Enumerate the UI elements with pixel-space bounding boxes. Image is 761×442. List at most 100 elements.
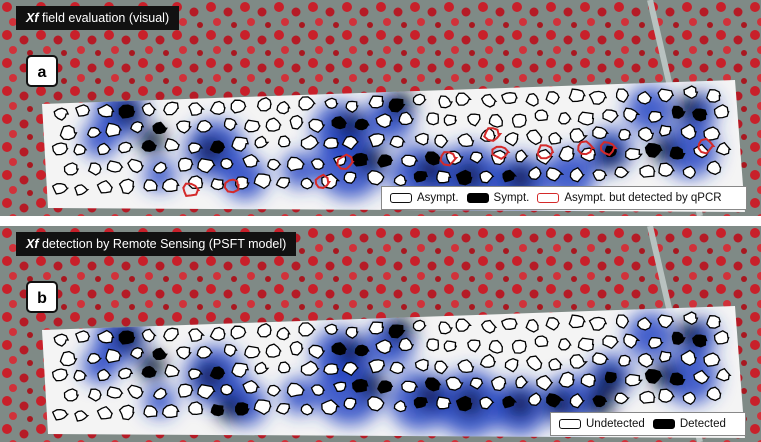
tree-crown bbox=[324, 97, 339, 109]
tree-crown bbox=[253, 399, 272, 416]
tree-crown bbox=[276, 100, 291, 115]
tree-crown bbox=[693, 369, 710, 385]
tree-crown bbox=[637, 316, 653, 331]
tree-crown bbox=[548, 357, 563, 371]
tree-crown bbox=[308, 118, 326, 134]
tree-crown bbox=[588, 90, 608, 105]
tree-crown bbox=[692, 108, 708, 122]
tree-crown bbox=[401, 380, 419, 394]
tree-crown bbox=[74, 104, 91, 117]
tree-crown bbox=[188, 328, 205, 342]
tree-crown bbox=[51, 182, 70, 195]
tree-crown bbox=[74, 184, 90, 196]
tree-crown bbox=[398, 111, 415, 126]
tree-crown bbox=[141, 102, 157, 117]
tree-crown bbox=[424, 377, 442, 392]
panel-a-title: Xf field evaluation (visual) bbox=[16, 6, 180, 30]
panel-a-title-italic: Xf bbox=[26, 11, 39, 25]
tree-crown bbox=[265, 117, 282, 132]
legend-label: Sympt. bbox=[493, 192, 530, 204]
tree-crown bbox=[73, 143, 88, 156]
tree-crown bbox=[375, 113, 393, 129]
tree-crown bbox=[298, 322, 316, 337]
heat-core bbox=[337, 338, 363, 364]
tree-crown bbox=[63, 388, 80, 402]
tree-crown bbox=[546, 167, 565, 182]
tree-crown bbox=[74, 330, 91, 343]
qpcr-crown bbox=[483, 127, 503, 142]
tree-crown bbox=[490, 375, 507, 392]
tree-crown bbox=[557, 338, 572, 351]
tree-crown bbox=[658, 350, 672, 363]
tree-crown bbox=[527, 392, 542, 406]
tree-crown bbox=[558, 371, 575, 388]
tree-crown bbox=[706, 315, 722, 329]
legend-item-undetected: Undetected bbox=[559, 418, 645, 430]
panel-a-letter: a bbox=[26, 55, 58, 87]
tree-crown bbox=[242, 153, 260, 168]
tree-crown bbox=[602, 335, 620, 350]
tree-crown bbox=[526, 355, 543, 372]
tree-crown bbox=[265, 343, 282, 358]
tree-crown bbox=[331, 342, 348, 356]
tree-crown bbox=[615, 88, 630, 103]
tree-crown bbox=[644, 142, 663, 158]
tree-crown bbox=[152, 121, 168, 135]
panel-b-legend: Undetected Detected bbox=[550, 412, 746, 436]
tree-crown bbox=[548, 131, 563, 145]
panel-b-title-italic: Xf bbox=[26, 237, 39, 251]
tree-crown bbox=[368, 359, 386, 374]
tree-crown bbox=[644, 368, 663, 384]
tree-crown bbox=[256, 96, 272, 112]
tree-crown bbox=[580, 373, 597, 388]
tree-crown bbox=[209, 140, 226, 154]
tree-crown bbox=[455, 318, 472, 332]
legend-item-qpcr: Asympt. but detected by qPCR bbox=[537, 192, 722, 204]
tree-crown bbox=[434, 360, 449, 375]
tree-crown bbox=[588, 316, 608, 331]
tree-crown bbox=[592, 352, 610, 366]
tree-crown bbox=[164, 138, 181, 152]
tree-crown bbox=[175, 346, 192, 360]
tree-crown bbox=[592, 169, 608, 182]
tree-crown bbox=[368, 133, 386, 148]
tree-crown bbox=[602, 109, 620, 124]
tree-crown bbox=[625, 373, 643, 387]
tree-crown bbox=[127, 384, 144, 400]
tree-crown bbox=[657, 314, 675, 329]
qpcr-crown bbox=[439, 151, 459, 167]
tree-crown bbox=[87, 388, 102, 402]
tree-crown bbox=[669, 146, 686, 160]
tree-crown bbox=[623, 333, 641, 349]
tree-crown bbox=[680, 349, 697, 367]
tree-crown bbox=[534, 109, 549, 122]
heat-core bbox=[359, 373, 385, 399]
tree-crown bbox=[592, 126, 610, 140]
tree-crown bbox=[618, 354, 632, 367]
tree-crown bbox=[97, 368, 112, 382]
tree-crown bbox=[558, 145, 575, 162]
tree-crown bbox=[331, 116, 348, 130]
tree-crown bbox=[413, 396, 428, 409]
legend-label: Detected bbox=[679, 418, 726, 430]
tree-crown bbox=[254, 361, 270, 375]
tree-crown bbox=[223, 118, 238, 131]
tree-crown bbox=[455, 395, 473, 412]
tree-crown bbox=[298, 96, 316, 111]
tree-crown bbox=[345, 100, 359, 113]
tree-crown bbox=[545, 91, 561, 105]
tree-crown bbox=[63, 162, 80, 176]
tree-crown bbox=[436, 396, 452, 410]
tree-crown bbox=[657, 88, 675, 103]
legend-label: Asympt. bbox=[417, 192, 459, 204]
tree-crown bbox=[256, 322, 272, 338]
tree-crown bbox=[188, 142, 204, 154]
tree-crown bbox=[354, 118, 370, 131]
tree-crown bbox=[275, 176, 291, 189]
tree-crown bbox=[398, 337, 415, 352]
tree-crown bbox=[445, 376, 464, 391]
tree-crown bbox=[671, 105, 686, 119]
tree-crown bbox=[332, 381, 347, 392]
tree-crown bbox=[178, 383, 194, 398]
legend-item-detected: Detected bbox=[652, 418, 726, 430]
